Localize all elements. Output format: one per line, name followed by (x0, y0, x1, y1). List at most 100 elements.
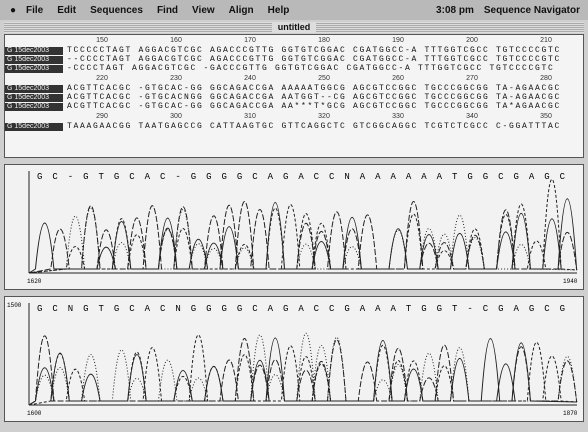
base-call: T (98, 304, 104, 314)
ruler-number: 170 (244, 37, 256, 46)
base-call: - (68, 172, 73, 182)
base-call: A (437, 172, 443, 182)
trace (29, 336, 577, 405)
menu-item[interactable]: View (192, 5, 215, 16)
screen: ● File Edit Sequences Find View Align Help 3:0… (0, 0, 588, 432)
sequence-label: G 15dec2003 (5, 85, 63, 93)
menu-item[interactable]: Edit (57, 5, 76, 16)
menu-item[interactable]: Align (229, 5, 254, 16)
base-call: A (529, 172, 535, 182)
ruler-number: 310 (244, 113, 256, 122)
apple-menu[interactable]: ● (0, 5, 26, 16)
ruler-number: 210 (540, 37, 552, 46)
ruler-number: 160 (170, 37, 182, 46)
base-call: G (283, 304, 288, 314)
trace (29, 335, 577, 405)
menu-item[interactable]: Help (268, 5, 290, 16)
ruler-number: 290 (96, 113, 108, 122)
sequence-label: G 15dec2003 (5, 103, 63, 111)
base-call: A (298, 172, 304, 182)
base-call: G (437, 304, 442, 314)
sequence-label: G 15dec2003 (5, 56, 63, 64)
ruler-number: 250 (318, 75, 330, 84)
sequence-text: --CCCCTAGT AGGACGTCGC AGACCCGTTG GGTGTCG… (63, 55, 561, 64)
menu-items: File Edit Sequences Find View Align Help (26, 5, 303, 16)
base-call: N (175, 304, 180, 314)
base-call: G (560, 304, 565, 314)
menu-bar: ● File Edit Sequences Find View Align Help 3:0… (0, 0, 588, 20)
base-call: C (498, 172, 504, 182)
base-call: A (145, 172, 151, 182)
base-call: A (268, 304, 274, 314)
sequence-row: G 15dec2003--CCCCTAGT AGGACGTCGC AGACCCG… (5, 55, 583, 64)
sequence-label: G 15dec2003 (5, 123, 63, 131)
base-call: N (344, 172, 349, 182)
base-call: G (283, 172, 288, 182)
base-call: A (391, 172, 397, 182)
ruler-number: 230 (170, 75, 182, 84)
ruler-number: 150 (96, 37, 108, 46)
sequence-label: G 15dec2003 (5, 65, 63, 73)
ruler-number: 190 (392, 37, 404, 46)
base-call: C (129, 172, 135, 182)
base-call: C (129, 304, 135, 314)
base-call: G (37, 304, 42, 314)
ruler-number: 350 (540, 113, 552, 122)
base-call: A (375, 172, 381, 182)
base-call: - (467, 304, 472, 314)
base-call: C (544, 304, 550, 314)
base-call: C (329, 172, 335, 182)
base-call: T (98, 172, 104, 182)
ruler-number: 320 (318, 113, 330, 122)
ruler-number: 200 (466, 37, 478, 46)
sequence-text: -CCCCTAGT AGGACGTCGC -GACCCGTTG GGTGTCGG… (63, 64, 555, 73)
base-call: A (360, 172, 366, 182)
sequence-text: TCCCCCTAGT AGGACGTCGC AGACCCGTTG GGTGTCG… (63, 46, 561, 55)
base-call: C (52, 172, 58, 182)
base-call: G (114, 304, 119, 314)
base-call: A (360, 304, 366, 314)
ruler-number: 340 (466, 113, 478, 122)
base-call: G (529, 304, 534, 314)
app-menu[interactable]: Sequence Navigator (484, 5, 580, 16)
base-call: G (83, 172, 88, 182)
title-bar: untitled (4, 22, 584, 33)
base-call: C (483, 304, 489, 314)
ruler-number: 260 (392, 75, 404, 84)
trace (29, 333, 577, 405)
ruler-number: 280 (540, 75, 552, 84)
base-call: T (452, 172, 458, 182)
menu-right: 3:08 pm Sequence Navigator (436, 5, 588, 16)
menu-item[interactable]: Find (157, 5, 178, 16)
axis-label: 1500 (7, 302, 22, 309)
base-call: T (406, 304, 412, 314)
clock: 3:08 pm (436, 5, 474, 16)
base-call: C (314, 172, 320, 182)
sequence-text: ACGTTCACGC -GTGCACNGG GGCAGACCGA AATGGT-… (63, 93, 561, 102)
base-call: G (206, 304, 211, 314)
base-call: A (514, 304, 520, 314)
menu-item[interactable]: Sequences (90, 5, 143, 16)
menu-item[interactable]: File (26, 5, 43, 16)
base-call: A (391, 304, 397, 314)
base-call: A (421, 172, 427, 182)
sequence-label: G 15dec2003 (5, 47, 63, 55)
window-title: untitled (272, 22, 317, 32)
base-call: G (191, 304, 196, 314)
sequence-text: ACGTTCACGC -GTGCAC-GG GGCAGACCGA AA***T*… (63, 102, 561, 111)
sequence-label: G 15dec2003 (5, 94, 63, 102)
base-call: N (68, 304, 73, 314)
base-call: G (237, 172, 242, 182)
base-call: T (452, 304, 458, 314)
sequence-text: ACGTTCACGC -GTGCAC-GG GGCAGACCGA AAAAATG… (63, 84, 561, 93)
base-call: C (52, 304, 58, 314)
